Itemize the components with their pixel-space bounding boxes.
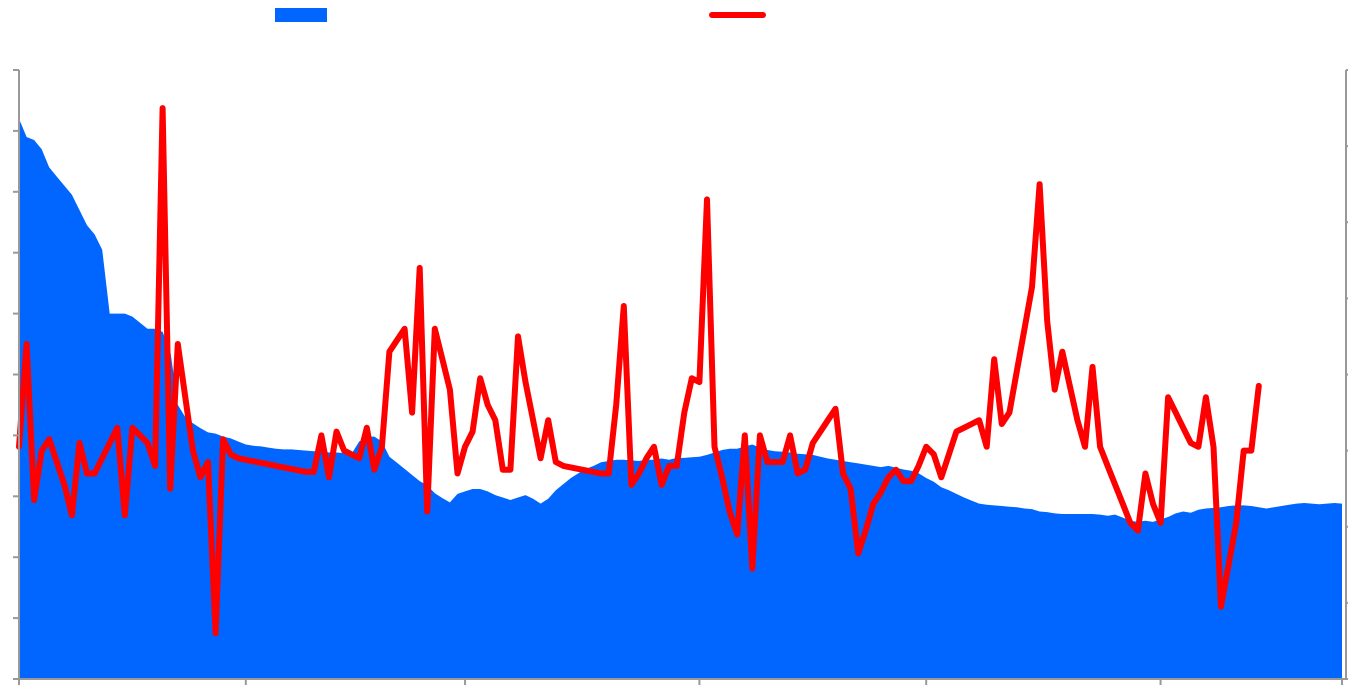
legend — [275, 8, 766, 22]
area-series — [19, 118, 1342, 679]
legend-swatch-area — [275, 8, 327, 22]
axes — [13, 69, 1348, 685]
line-series-path — [16, 105, 1262, 637]
area-series-fill — [19, 118, 1342, 679]
line-series — [16, 105, 1262, 637]
